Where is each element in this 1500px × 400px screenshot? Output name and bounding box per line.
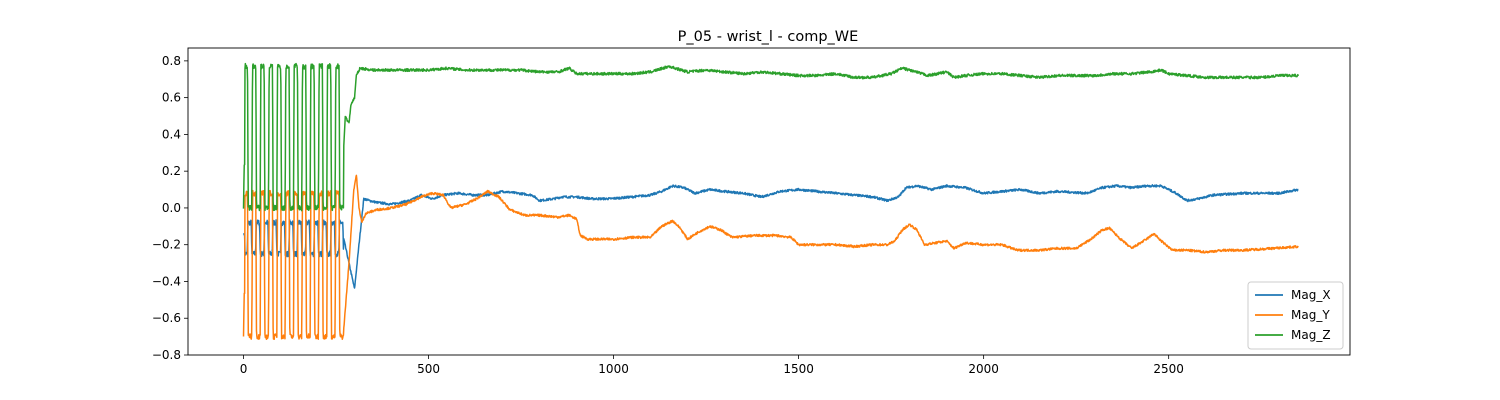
x-tick-label: 1000 [598,362,629,376]
y-tick-label: −0.8 [152,348,181,362]
y-tick-label: 0.6 [162,91,181,105]
x-tick-label: 1500 [783,362,814,376]
chart-title: P_05 - wrist_l - comp_WE [678,29,859,45]
series-line-mag-y [242,174,1299,341]
x-tick-label: 500 [417,362,440,376]
y-tick-label: 0.2 [162,164,181,178]
x-tick-label: 0 [240,362,248,376]
x-tick-label: 2000 [968,362,999,376]
x-tick-label: 2500 [1153,362,1184,376]
legend: Mag_X Mag_Y Mag_Z [1247,281,1344,350]
plot-frame [187,47,1351,356]
series-line-mag-z [242,62,1299,212]
legend-box [1247,281,1344,350]
series-layer [242,62,1299,341]
y-tick-label: 0.4 [162,127,181,141]
y-tick-label: 0.0 [162,201,181,215]
y-tick-label: −0.4 [152,274,181,288]
y-tick-label: 0.8 [162,54,181,68]
legend-label: Mag_Z [1291,328,1331,342]
x-axis: 0 500 1000 1500 2000 2500 [240,355,1184,376]
legend-label: Mag_Y [1291,308,1330,322]
legend-label: Mag_X [1291,288,1331,302]
y-axis: −0.8 −0.6 −0.4 −0.2 0.0 0.2 0.4 0.6 0.8 [152,54,188,362]
y-tick-label: −0.6 [152,311,181,325]
y-tick-label: −0.2 [152,238,181,252]
plot-area [188,48,1350,355]
